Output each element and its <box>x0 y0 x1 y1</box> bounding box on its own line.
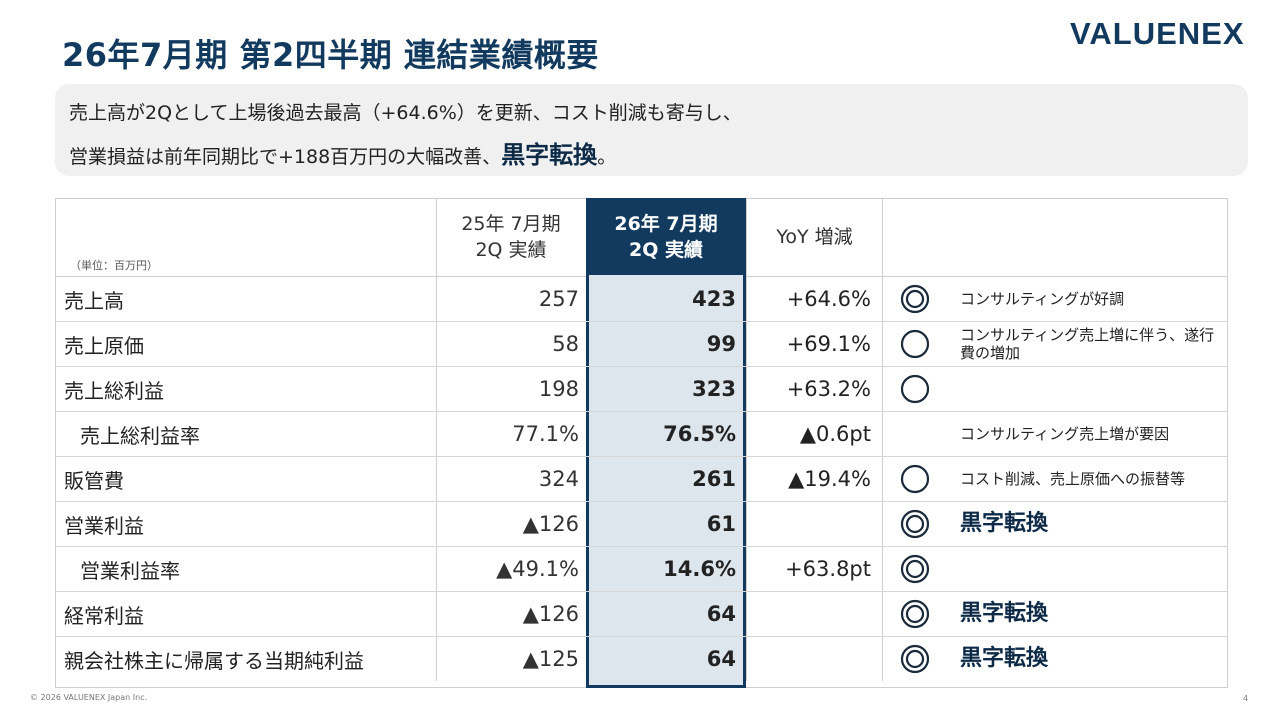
row-prev-value: 198 <box>436 367 585 411</box>
row-note: 黒字転換 <box>960 510 1049 536</box>
page-number: 4 <box>1243 694 1249 703</box>
row-current-value: 64 <box>706 647 736 671</box>
row-note: コンサルティング売上増に伴う、遂行費の増加 <box>960 326 1215 362</box>
table-row: 販管費 324 261 ▲19.4% コスト削減、売上原価への振替等 <box>56 457 1227 502</box>
row-yoy-value <box>746 502 883 546</box>
circle-mark-icon <box>900 329 930 359</box>
header-prev-year: 25年 7月期 2Q 実績 <box>436 199 585 277</box>
row-prev-value: 324 <box>436 457 585 501</box>
row-yoy-value <box>746 637 883 681</box>
circle-mark-icon <box>900 374 930 404</box>
row-prev-value: 77.1% <box>436 412 585 456</box>
table-row: 売上総利益率 77.1% 76.5% ▲0.6pt コンサルティング売上増が要因 <box>56 412 1227 457</box>
row-label: 売上総利益 <box>64 378 164 403</box>
row-prev-value: ▲125 <box>436 637 585 681</box>
summary-emphasis: 黒字転換 <box>501 141 598 169</box>
row-current-value: 64 <box>706 602 736 626</box>
double-circle-mark-icon <box>900 644 930 674</box>
row-label: 経常利益 <box>64 603 144 628</box>
row-yoy-value: +64.6% <box>746 277 883 321</box>
table-row: 売上高 257 423 +64.6% コンサルティングが好調 <box>56 277 1227 322</box>
header-yoy-label: YoY 増減 <box>776 226 853 249</box>
table-row: 親会社株主に帰属する当期純利益 ▲125 64 黒字転換 <box>56 637 1227 682</box>
double-circle-mark-icon <box>900 509 930 539</box>
double-circle-mark-icon <box>900 554 930 584</box>
table-row: 売上総利益 198 323 +63.2% <box>56 367 1227 412</box>
row-note <box>960 367 1220 411</box>
summary-box: 売上高が2Qとして上場後過去最高（+64.6%）を更新、コスト削減も寄与し、 営… <box>55 84 1248 176</box>
row-current-value: 323 <box>692 377 736 401</box>
row-current-value: 14.6% <box>663 557 736 581</box>
row-note: コスト削減、売上原価への振替等 <box>960 470 1186 488</box>
header-cur-line2: 2Q 実績 <box>629 239 703 261</box>
table-row: 経常利益 ▲126 64 黒字転換 <box>56 592 1227 637</box>
summary-line-1: 売上高が2Qとして上場後過去最高（+64.6%）を更新、コスト削減も寄与し、 <box>69 102 742 124</box>
row-label: 売上高 <box>64 288 124 313</box>
double-circle-mark-icon <box>900 284 930 314</box>
page-title: 26年7月期 第2四半期 連結業績概要 <box>62 36 599 74</box>
header-current-year: 26年 7月期 2Q 実績 <box>586 198 746 278</box>
row-prev-value: ▲49.1% <box>436 547 585 591</box>
row-label: 営業利益 <box>64 513 144 538</box>
row-note: コンサルティング売上増が要因 <box>960 425 1170 443</box>
summary-line-2-suffix: 。 <box>597 146 617 168</box>
row-yoy-value <box>746 592 883 636</box>
row-current-value: 261 <box>692 467 736 491</box>
row-yoy-value: +63.8pt <box>746 547 883 591</box>
row-prev-value: 257 <box>436 277 585 321</box>
row-label: 親会社株主に帰属する当期純利益 <box>64 648 364 673</box>
circle-mark-icon <box>900 464 930 494</box>
unit-label: （単位：百万円） <box>70 259 158 272</box>
table-row: 営業利益率 ▲49.1% 14.6% +63.8pt <box>56 547 1227 592</box>
row-yoy-value: +63.2% <box>746 367 883 411</box>
row-current-value: 61 <box>706 512 736 536</box>
row-current-value: 76.5% <box>663 422 736 446</box>
row-yoy-value: +69.1% <box>746 322 883 366</box>
row-yoy-value: ▲0.6pt <box>746 412 883 456</box>
row-prev-value: 58 <box>436 322 585 366</box>
row-prev-value: ▲126 <box>436 592 585 636</box>
summary-line-2: 営業損益は前年同期比で+188百万円の大幅改善、黒字転換。 <box>69 135 616 170</box>
row-label: 販管費 <box>64 468 124 493</box>
row-current-value: 99 <box>706 332 736 356</box>
table-row: 営業利益 ▲126 61 黒字転換 <box>56 502 1227 547</box>
row-yoy-value: ▲19.4% <box>746 457 883 501</box>
table-row: 売上原価 58 99 +69.1% コンサルティング売上増に伴う、遂行費の増加 <box>56 322 1227 367</box>
row-note: 黒字転換 <box>960 645 1049 671</box>
row-note: 黒字転換 <box>960 600 1049 626</box>
row-current-value: 423 <box>692 287 736 311</box>
header-prev-line1: 25年 7月期 <box>461 213 561 236</box>
copyright: © 2026 VALUENEX Japan Inc. <box>30 693 148 702</box>
header-prev-line2: 2Q 実績 <box>475 239 547 261</box>
header-yoy: YoY 増減 <box>746 199 883 277</box>
current-year-highlight <box>586 275 746 688</box>
double-circle-mark-icon <box>900 599 930 629</box>
row-label: 売上原価 <box>64 333 144 358</box>
row-label: 売上総利益率 <box>80 423 200 448</box>
company-logo: VALUENEX <box>1070 16 1245 51</box>
row-prev-value: ▲126 <box>436 502 585 546</box>
results-table: （単位：百万円） 25年 7月期 2Q 実績 26年 7月期 2Q 実績 YoY… <box>55 198 1228 688</box>
header-cur-line1: 26年 7月期 <box>614 213 718 236</box>
summary-line-2-prefix: 営業損益は前年同期比で+188百万円の大幅改善、 <box>69 146 502 168</box>
table-header-row: （単位：百万円） 25年 7月期 2Q 実績 26年 7月期 2Q 実績 YoY… <box>56 198 1227 278</box>
row-note: コンサルティングが好調 <box>960 290 1125 308</box>
row-note <box>960 547 1220 591</box>
row-label: 営業利益率 <box>80 558 180 583</box>
